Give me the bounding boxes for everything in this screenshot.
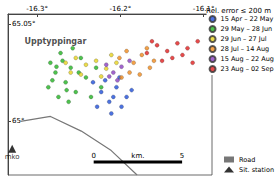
svg-text:0: 0	[91, 152, 95, 160]
svg-text:km.: km.	[131, 152, 144, 160]
svg-text:15 Apr – 22 May: 15 Apr – 22 May	[221, 15, 274, 23]
svg-text:Rel. error ≤ 200 m: Rel. error ≤ 200 m	[206, 7, 271, 15]
svg-text:23 Aug – 02 Sep: 23 Aug – 02 Sep	[221, 65, 274, 73]
svg-text:-16.1°: -16.1°	[192, 4, 215, 13]
svg-text:5: 5	[180, 152, 184, 160]
svg-text:-16.3°: -16.3°	[26, 5, 48, 13]
svg-text:15 Aug – 22 Aug: 15 Aug – 22 Aug	[221, 55, 274, 63]
svg-text:29 Jun – 27 Jul: 29 Jun – 27 Jul	[221, 35, 267, 43]
svg-text:Sit. station: Sit. station	[239, 166, 274, 174]
svg-text:29 May – 28 Jun: 29 May – 28 Jun	[221, 25, 273, 33]
svg-text:Upptyppingar: Upptyppingar	[24, 37, 86, 46]
svg-text:65°: 65°	[12, 117, 25, 126]
svg-text:65.05°: 65.05°	[12, 20, 36, 28]
svg-text:mko: mko	[5, 153, 20, 161]
svg-text:-16.2°: -16.2°	[110, 5, 132, 13]
svg-text:Road: Road	[239, 156, 255, 164]
svg-text:28 Jul – 14 Aug: 28 Jul – 14 Aug	[221, 45, 270, 53]
